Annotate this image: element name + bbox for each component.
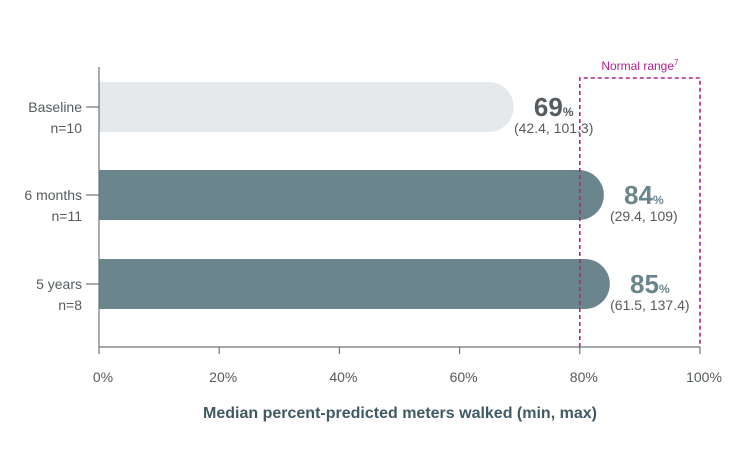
x-tick-label: 60% bbox=[450, 369, 478, 385]
normal-range-label: Normal range7 bbox=[601, 58, 679, 73]
normal-range-box: Normal range7 bbox=[579, 58, 701, 347]
axes-layer bbox=[98, 67, 700, 348]
bar-2 bbox=[99, 170, 604, 220]
value-label: 84% bbox=[624, 180, 664, 210]
bar-3 bbox=[99, 259, 610, 309]
value-label: 69% bbox=[534, 92, 574, 122]
x-axis-title: Median percent-predicted meters walked (… bbox=[203, 405, 597, 422]
value-label: 85% bbox=[630, 269, 670, 299]
category-n-label: n=11 bbox=[52, 208, 83, 224]
category-label: Baseline bbox=[28, 99, 82, 115]
category-n-label: n=8 bbox=[58, 297, 82, 313]
normal-range-outline bbox=[579, 77, 701, 347]
category-n-label: n=10 bbox=[50, 120, 82, 136]
range-label: (61.5, 137.4) bbox=[610, 297, 689, 313]
value-labels-layer: 69%(42.4, 101.3) 84%(29.4, 109) 85%(61.5, … bbox=[514, 92, 690, 313]
x-tick-label: 40% bbox=[329, 369, 357, 385]
bars-layer bbox=[99, 82, 610, 309]
category-labels-layer: Baseline n=10 6 months n=11 5 years n=8 bbox=[24, 99, 99, 313]
category-label: 5 years bbox=[36, 276, 82, 292]
x-tick-label: 20% bbox=[209, 369, 237, 385]
range-label: (29.4, 109) bbox=[610, 208, 678, 224]
x-tick-label: 80% bbox=[570, 369, 598, 385]
category-label: 6 months bbox=[24, 187, 82, 203]
x-tick-label: 0% bbox=[93, 369, 113, 385]
x-tick-label: 100% bbox=[686, 369, 722, 385]
bar-1 bbox=[99, 82, 514, 132]
range-label: (42.4, 101.3) bbox=[514, 120, 593, 136]
x-ticks-layer: 0% 20% 40% 60% 80% 100% bbox=[93, 347, 722, 385]
